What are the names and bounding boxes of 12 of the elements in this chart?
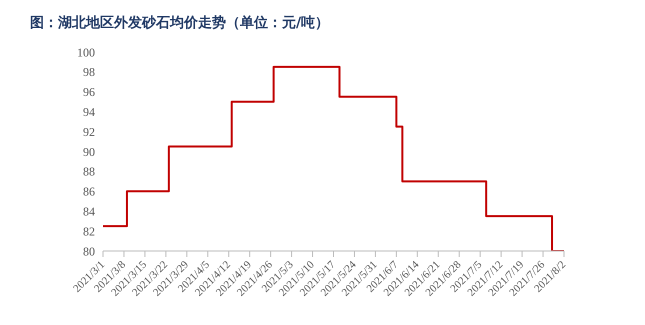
y-tick-label: 86: [83, 184, 95, 199]
y-tick-label: 88: [83, 164, 95, 179]
y-tick-label: 100: [77, 45, 95, 60]
y-tick-label: 80: [83, 244, 95, 258]
chart-title: 图：湖北地区外发砂石均价走势（单位：元/吨）: [29, 14, 330, 33]
y-tick-label: 94: [83, 104, 95, 119]
y-tick-label: 98: [83, 65, 95, 80]
y-tick-label: 92: [83, 124, 95, 139]
y-tick-label: 84: [83, 204, 95, 218]
y-tick-label: 82: [83, 224, 95, 238]
y-tick-label: 90: [83, 144, 95, 159]
y-tick-label: 96: [83, 85, 95, 100]
